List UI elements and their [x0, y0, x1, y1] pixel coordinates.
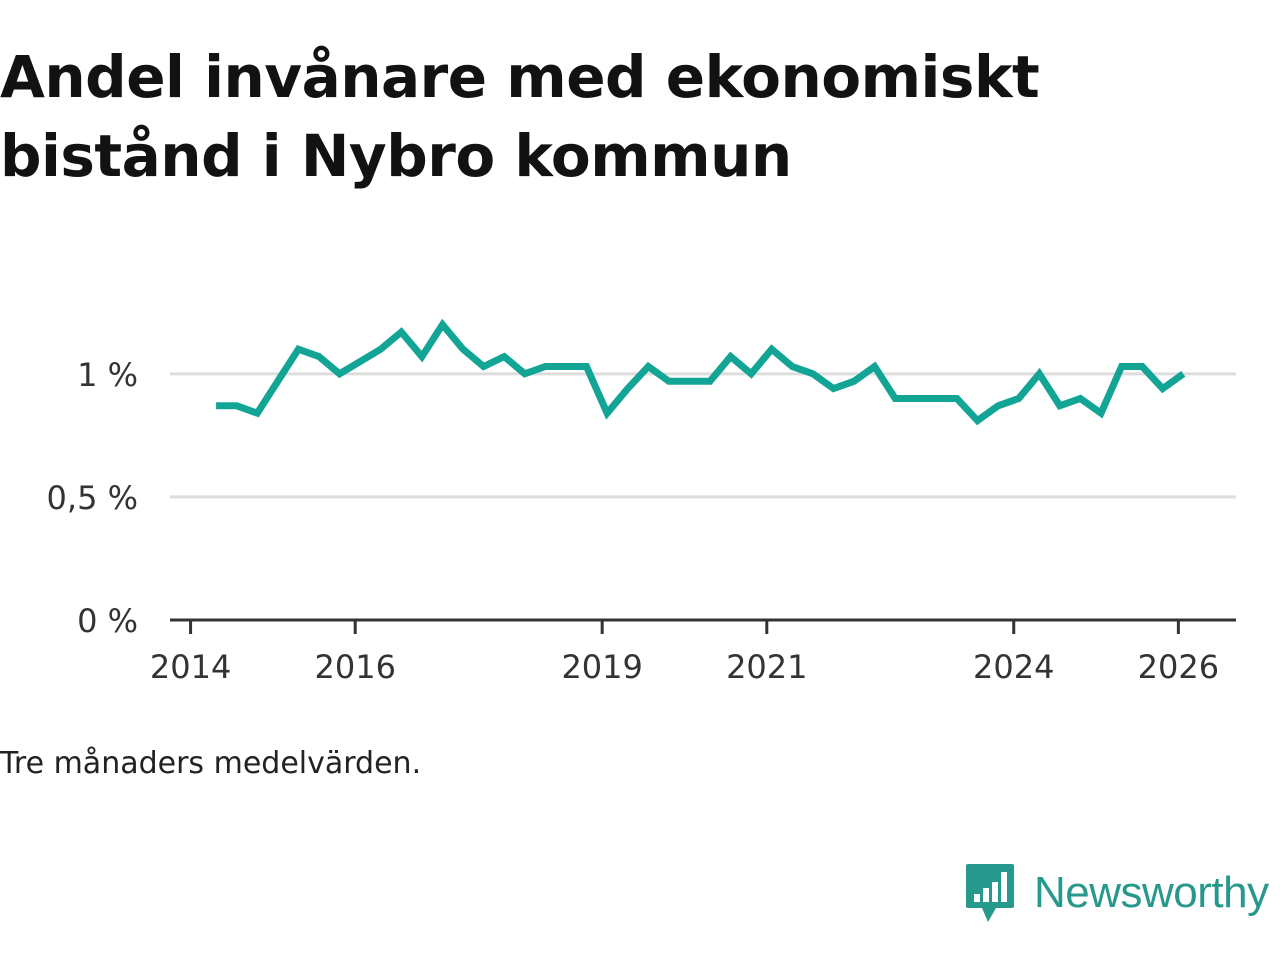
data-point: [707, 378, 713, 384]
data-point: [872, 363, 878, 369]
data-point: [1016, 395, 1022, 401]
y-axis-labels: 0 % 0,5 % 1 %: [47, 356, 138, 640]
data-point: [1180, 371, 1186, 377]
data-point: [316, 354, 322, 360]
data-point: [398, 329, 404, 335]
data-point: [892, 395, 898, 401]
gridlines: [170, 372, 1236, 499]
data-point: [913, 395, 919, 401]
line-chart: 0 % 0,5 % 1 % 2014 2016 2019 2021 2024 2026: [47, 318, 1236, 686]
y-tick-label: 1 %: [77, 356, 138, 394]
data-point: [1119, 363, 1125, 369]
data-point: [830, 386, 836, 392]
data-point: [1077, 395, 1083, 401]
data-point: [563, 363, 569, 369]
data-point: [728, 354, 734, 360]
data-point: [954, 395, 960, 401]
y-tick-label: 0 %: [77, 602, 138, 640]
data-point: [1160, 386, 1166, 392]
brand-logo: Newsworthy: [964, 862, 1269, 924]
x-tick-label: 2014: [150, 648, 231, 686]
data-point: [604, 410, 610, 416]
data-point: [1139, 363, 1145, 369]
data-point: [481, 363, 487, 369]
chart-title: Andel invånare med ekonomiskt bistånd i …: [0, 43, 1040, 190]
data-point: [851, 378, 857, 384]
data-point: [234, 403, 240, 409]
data-point: [501, 354, 507, 360]
data-point: [645, 363, 651, 369]
series-line: [216, 318, 1186, 426]
data-point: [625, 386, 631, 392]
data-point: [419, 354, 425, 360]
series-layer: [213, 318, 1186, 426]
brand-name: Newsworthy: [1034, 868, 1269, 917]
data-point: [769, 346, 775, 352]
x-tick-label: 2019: [561, 648, 642, 686]
y-tick-label: 0,5 %: [47, 479, 138, 517]
data-point: [357, 359, 363, 365]
data-point: [275, 378, 281, 384]
data-point: [1036, 371, 1042, 377]
x-tick-label: 2021: [726, 648, 807, 686]
data-point: [542, 363, 548, 369]
x-tick-label: 2024: [973, 648, 1054, 686]
data-point: [254, 410, 260, 416]
data-point: [686, 378, 692, 384]
data-point: [295, 346, 301, 352]
data-point: [584, 363, 590, 369]
data-point: [748, 371, 754, 377]
x-tick-label: 2026: [1138, 648, 1219, 686]
data-point: [213, 403, 219, 409]
newsworthy-logo-icon: [966, 864, 1014, 922]
data-point: [337, 371, 343, 377]
data-point: [975, 418, 981, 424]
data-point: [522, 371, 528, 377]
x-axis: 2014 2016 2019 2021 2024 2026: [150, 618, 1236, 686]
data-point: [378, 346, 384, 352]
data-point: [810, 371, 816, 377]
data-point: [933, 395, 939, 401]
data-point: [460, 346, 466, 352]
x-tick-label: 2016: [314, 648, 395, 686]
data-point: [439, 322, 445, 328]
data-point: [1057, 403, 1063, 409]
chart-note: Tre månaders medelvärden.: [0, 746, 422, 781]
data-point: [666, 378, 672, 384]
data-point: [789, 363, 795, 369]
data-point: [995, 403, 1001, 409]
data-point: [1098, 410, 1104, 416]
